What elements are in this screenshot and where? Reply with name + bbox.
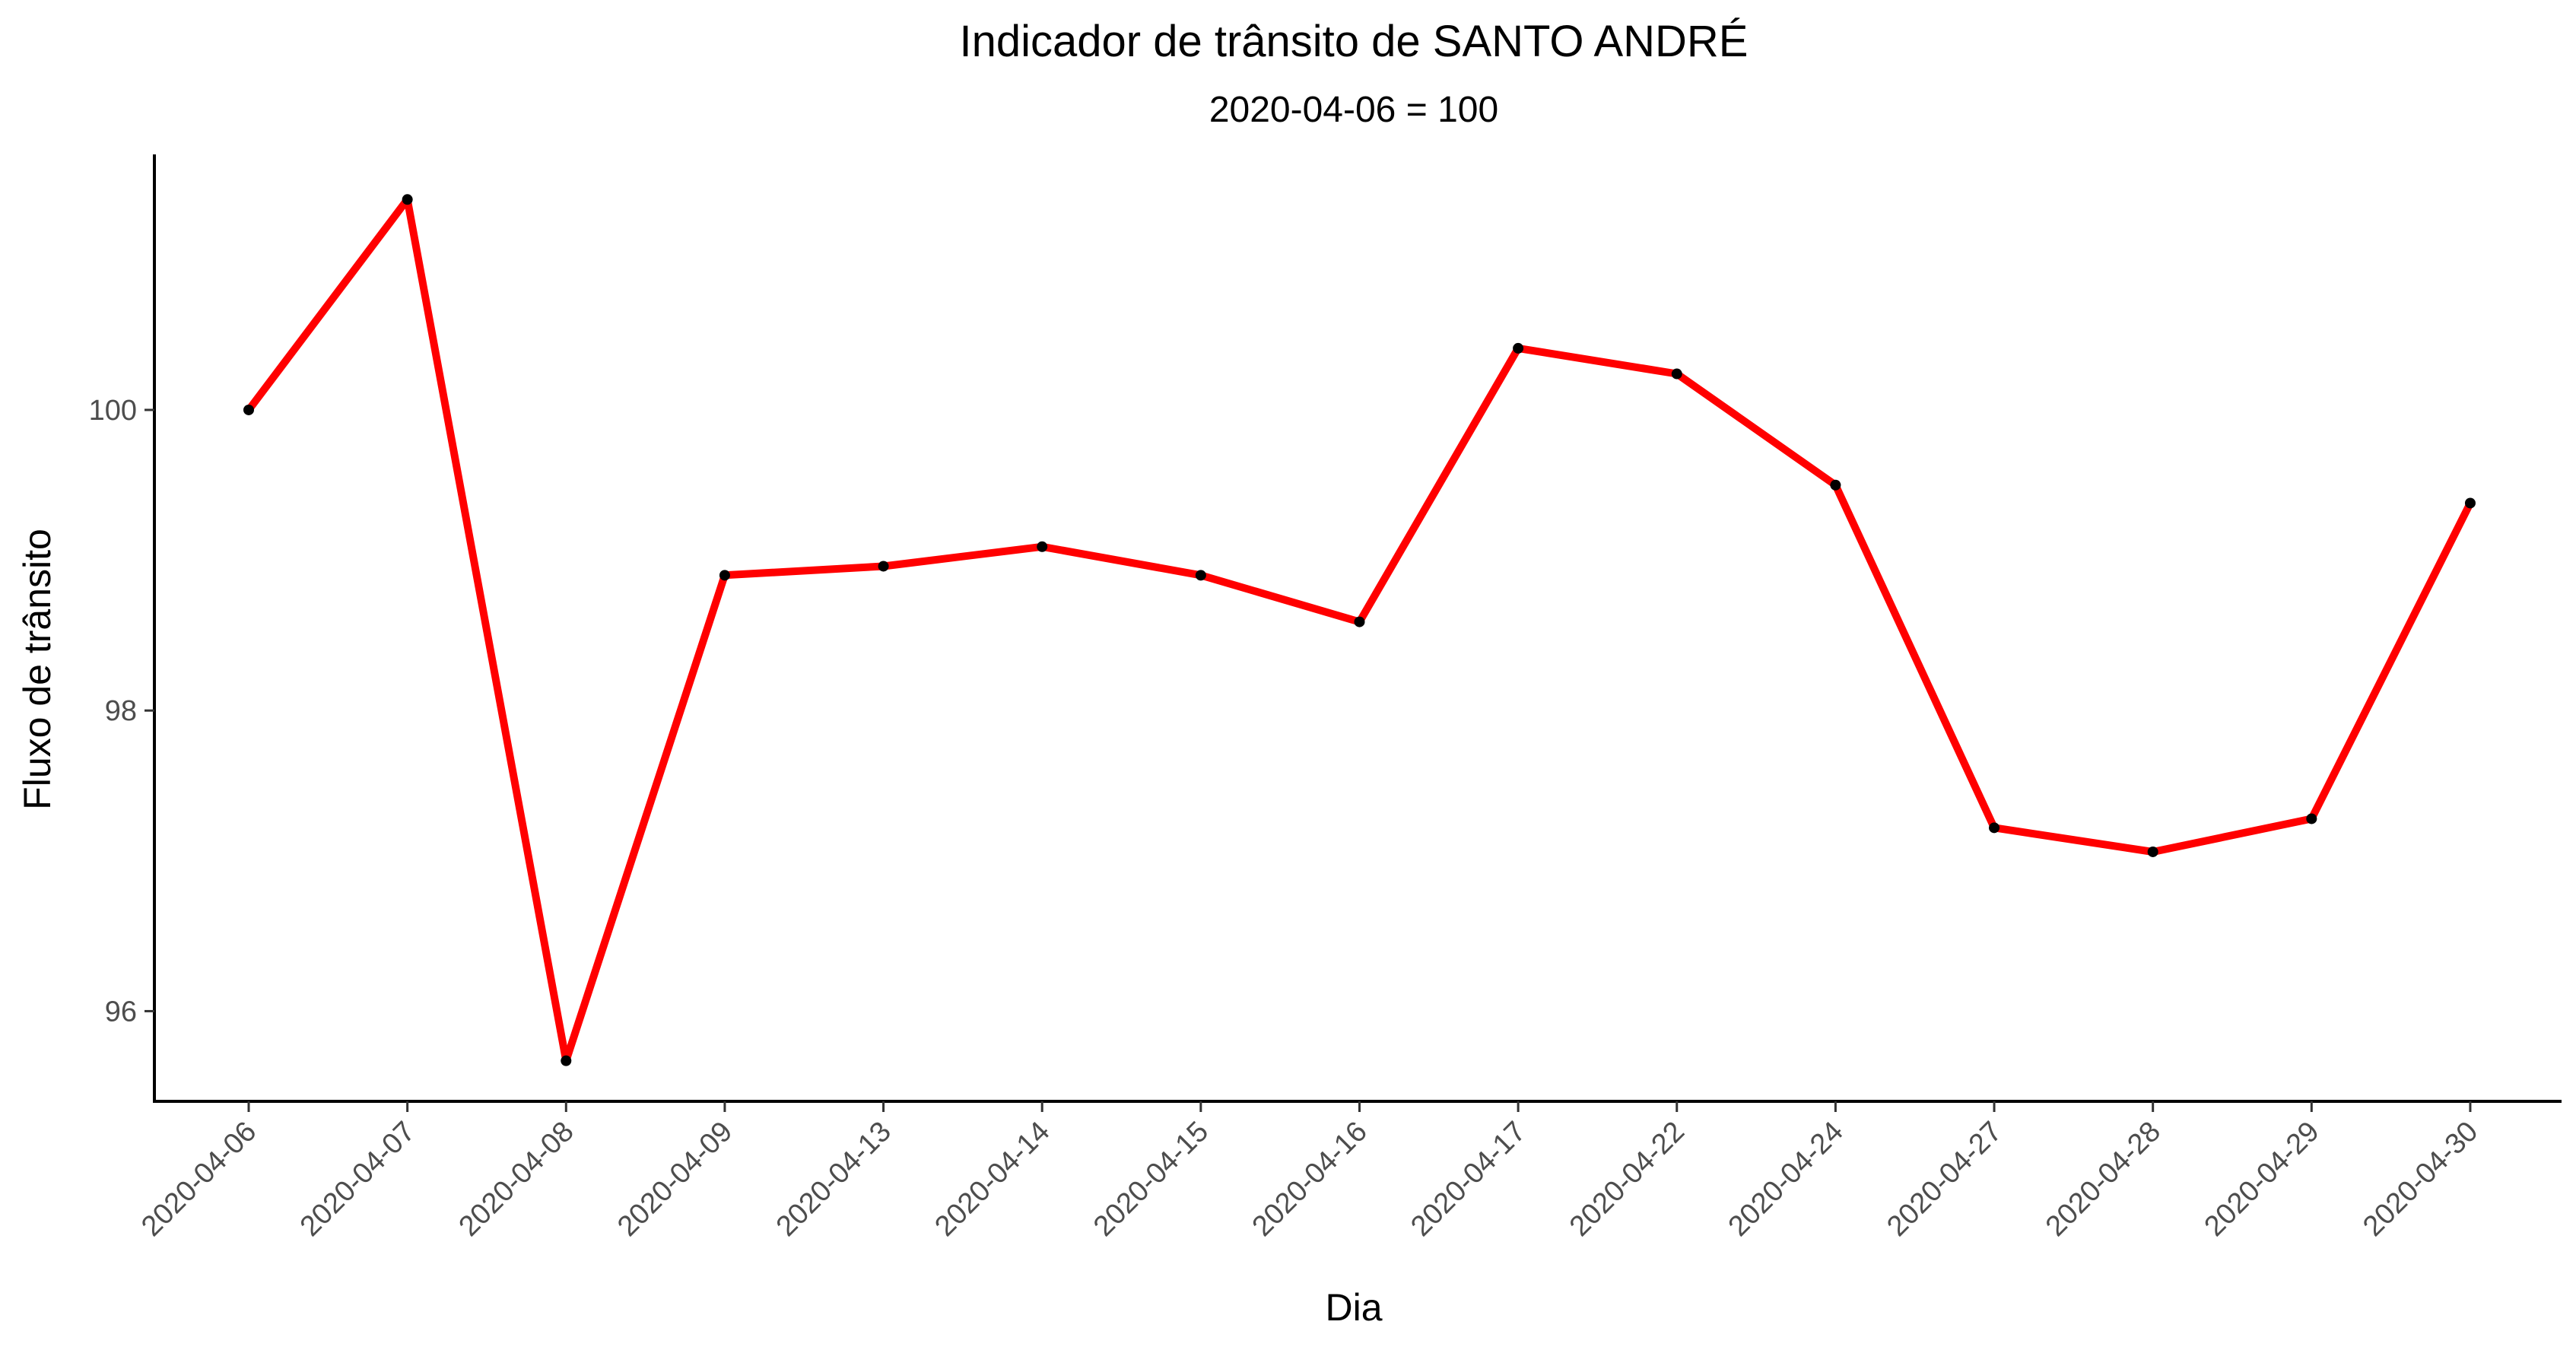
data-point — [1037, 541, 1048, 552]
chart-title: Indicador de trânsito de SANTO ANDRÉ — [960, 17, 1749, 66]
x-tick-label: 2020-04-07 — [294, 1116, 421, 1243]
data-point — [878, 561, 889, 572]
data-point — [1195, 570, 1206, 581]
x-tick-label: 2020-04-14 — [929, 1116, 1056, 1243]
data-point — [2306, 813, 2317, 824]
data-point — [1830, 479, 1841, 491]
y-axis-title: Fluxo de trânsito — [16, 529, 59, 810]
data-point — [1354, 616, 1365, 627]
x-tick-label: 2020-04-16 — [1247, 1116, 1374, 1243]
axes — [153, 154, 2562, 1103]
data-point — [1989, 822, 2000, 834]
chart-subtitle: 2020-04-06 = 100 — [1209, 90, 1498, 130]
x-tick-label: 2020-04-06 — [135, 1116, 262, 1243]
x-tick-label: 2020-04-24 — [1723, 1116, 1850, 1243]
x-tick-label: 2020-04-28 — [2040, 1116, 2167, 1243]
y-tick-label: 98 — [105, 695, 137, 727]
data-point — [1513, 342, 1524, 354]
x-tick-label: 2020-04-13 — [770, 1116, 897, 1243]
data-point — [2464, 497, 2476, 509]
x-ticks: 2020-04-06 2020-04-07 2020-04-08 2020-04-09… — [135, 1101, 2484, 1243]
data-point — [719, 570, 730, 581]
y-tick-label: 100 — [89, 395, 137, 427]
data-point — [561, 1055, 572, 1066]
series-line — [246, 195, 2474, 1065]
x-tick-label: 2020-04-29 — [2199, 1116, 2326, 1243]
x-tick-label: 2020-04-30 — [2357, 1116, 2484, 1243]
data-point — [1671, 368, 1682, 380]
y-tick-label: 96 — [105, 996, 137, 1028]
points-layer — [243, 194, 2476, 1066]
x-axis-title: Dia — [1325, 1286, 1382, 1329]
y-ticks: 96 98 100 — [89, 395, 154, 1028]
x-tick-label: 2020-04-08 — [453, 1116, 580, 1243]
x-tick-label: 2020-04-15 — [1088, 1116, 1215, 1243]
series-layer — [246, 195, 2474, 1065]
x-tick-label: 2020-04-17 — [1405, 1116, 1532, 1243]
x-tick-label: 2020-04-22 — [1564, 1116, 1691, 1243]
x-tick-label: 2020-04-27 — [1881, 1116, 2008, 1243]
x-tick-label: 2020-04-09 — [611, 1116, 738, 1243]
data-point — [2147, 846, 2158, 857]
data-point — [402, 194, 413, 205]
data-point — [243, 404, 254, 415]
